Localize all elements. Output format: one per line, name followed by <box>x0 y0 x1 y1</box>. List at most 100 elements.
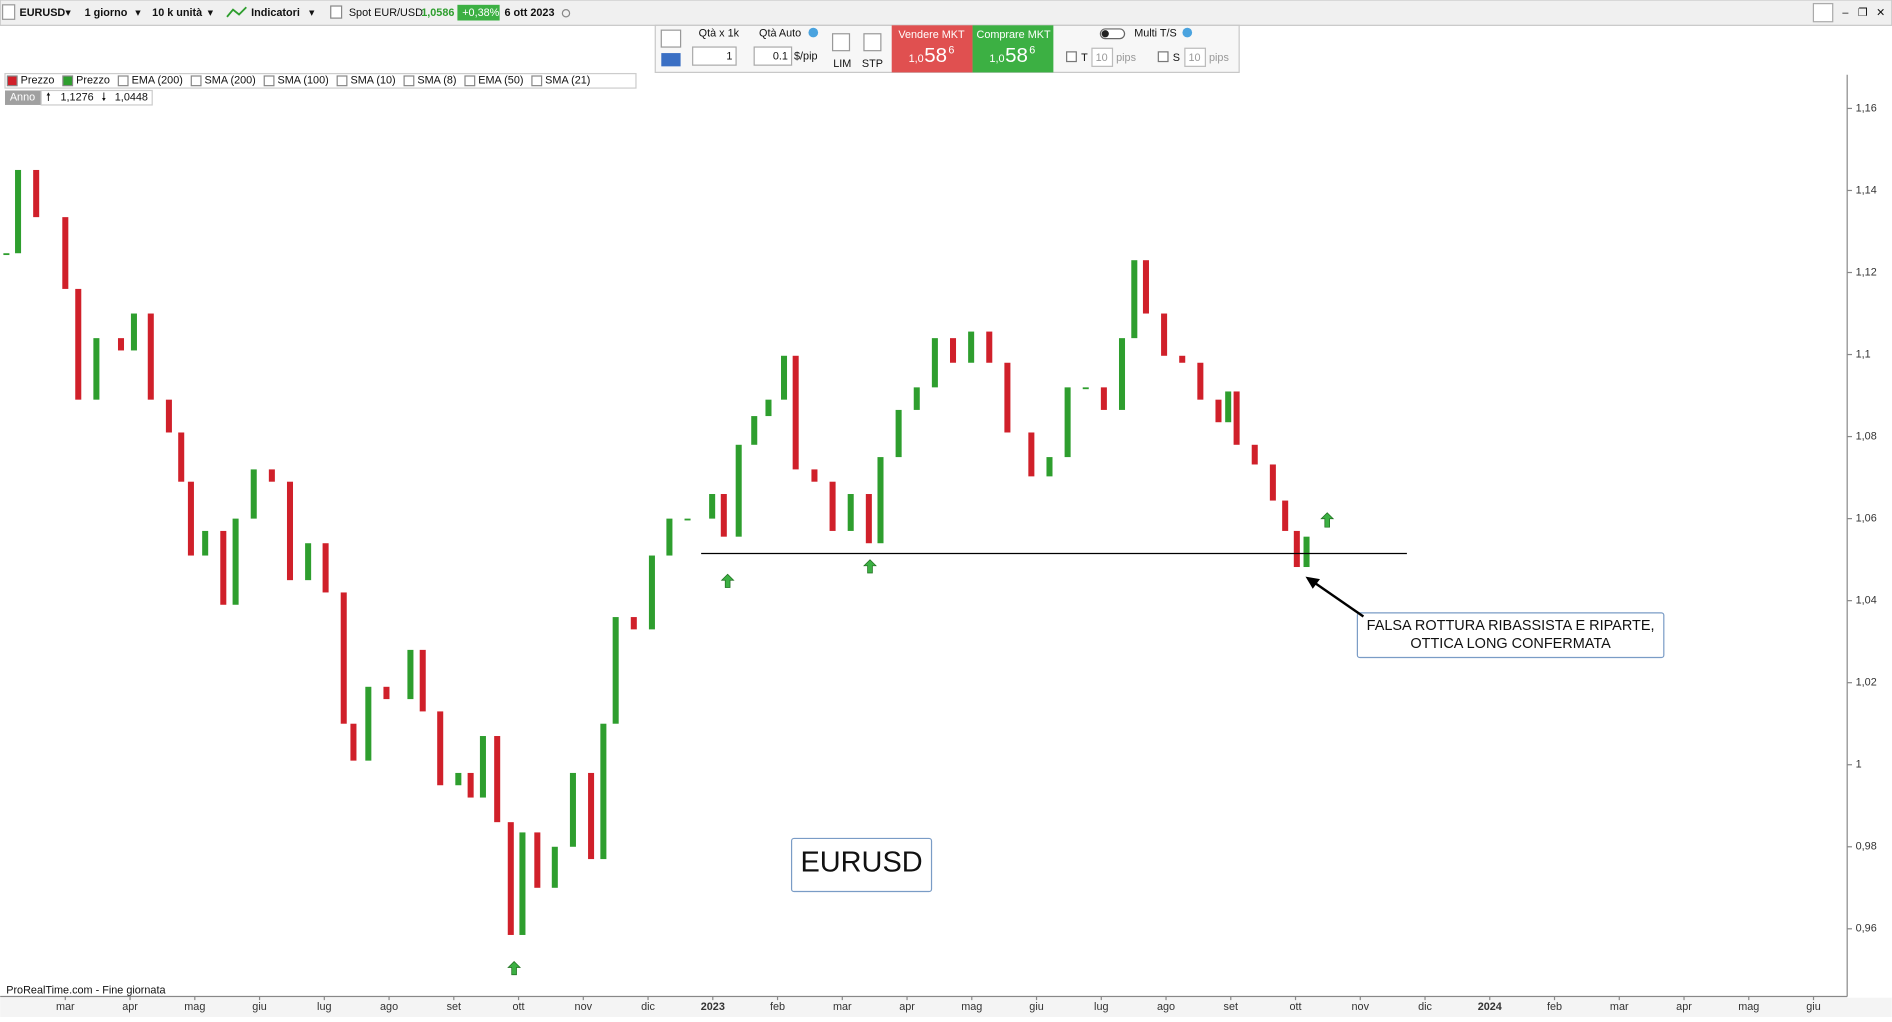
y-tick-label: 1 <box>1856 759 1862 771</box>
range-label: Anno <box>10 92 35 104</box>
candle <box>811 469 818 482</box>
t-unit: pips <box>1116 52 1136 64</box>
candle <box>62 217 69 289</box>
dropdown[interactable]: ▾ <box>135 7 141 19</box>
qty-input[interactable] <box>692 46 737 66</box>
candle <box>630 617 637 630</box>
candle <box>407 649 414 700</box>
arrow-head <box>1305 576 1320 589</box>
candle <box>1028 432 1035 477</box>
indicator: SMA (200) <box>205 75 256 87</box>
pip-value: 0.1 <box>773 51 788 63</box>
x-tick-label: dic <box>1418 1001 1432 1013</box>
dropdown[interactable]: ▾ <box>208 7 214 19</box>
s-input[interactable] <box>1184 47 1206 67</box>
tools-button[interactable] <box>660 29 682 48</box>
indicator-checkbox <box>190 75 202 87</box>
buy-prefix: 1,0 <box>989 53 1004 65</box>
annotation-arrow <box>1312 580 1365 618</box>
price: 1,0586 <box>421 7 454 19</box>
stp[interactable]: STP <box>862 58 883 70</box>
restore[interactable]: ❐ <box>1858 7 1868 19</box>
candle <box>551 846 558 888</box>
candle <box>931 338 938 388</box>
range-box <box>40 89 153 106</box>
y-tick-label: 1,16 <box>1856 102 1877 114</box>
buy-button[interactable] <box>972 25 1054 73</box>
t-input[interactable] <box>1091 47 1114 67</box>
range-down-arrow: 🠗 <box>102 92 107 104</box>
buy-sup: 6 <box>1029 45 1035 57</box>
y-tick-label: 1,06 <box>1856 512 1877 524</box>
keyboard-button[interactable] <box>661 53 681 67</box>
candle <box>130 313 137 351</box>
multi: Multi T/S <box>1134 28 1177 40</box>
candle <box>220 530 227 605</box>
x-tick-label: giu <box>252 1001 266 1013</box>
s-value: 10 <box>1188 52 1200 64</box>
signal-arrow <box>863 559 877 574</box>
candle <box>847 494 854 531</box>
help-icon[interactable] <box>1182 27 1193 38</box>
sync-button[interactable] <box>1812 3 1834 23</box>
indicator: Prezzo <box>76 75 110 87</box>
period[interactable]: 1 giorno <box>85 7 128 19</box>
x-tick-label: ott <box>513 1001 525 1013</box>
candle <box>1233 391 1240 445</box>
candle <box>765 399 772 417</box>
x-tick-label: mar <box>1610 1001 1629 1013</box>
candle <box>588 772 595 860</box>
units[interactable]: 10 k unità <box>152 7 203 19</box>
candle <box>1004 362 1011 433</box>
candle <box>322 543 329 593</box>
pip-input[interactable] <box>753 46 793 66</box>
sell-button[interactable] <box>891 25 973 73</box>
candle <box>735 444 742 537</box>
indicators[interactable]: Indicatori <box>251 7 300 19</box>
title-box <box>790 837 933 893</box>
candle <box>1303 536 1310 568</box>
buy-label: Comprare MKT <box>976 29 1050 41</box>
indicator-checkbox <box>336 75 348 87</box>
symbol[interactable]: EURUSD <box>19 7 65 19</box>
candle <box>286 481 294 581</box>
minimize[interactable]: – <box>1842 7 1849 19</box>
t-value: 10 <box>1096 52 1108 64</box>
candle <box>684 518 691 521</box>
range-low: 1,0448 <box>115 92 148 104</box>
close[interactable]: ✕ <box>1876 7 1885 19</box>
dropdown[interactable]: ▾ <box>309 7 315 19</box>
y-tick-label: 1,12 <box>1856 266 1877 278</box>
candle <box>1293 530 1300 568</box>
indicator-checkbox <box>117 75 129 87</box>
y-tick-label: 0,96 <box>1856 923 1877 935</box>
help-icon[interactable] <box>808 27 819 38</box>
signal-markers <box>507 512 1335 976</box>
candle <box>986 331 993 363</box>
candle <box>648 555 655 630</box>
x-tick-label: mag <box>184 1001 205 1013</box>
s-checkbox[interactable] <box>1157 51 1169 63</box>
dropdown[interactable]: ▾ <box>65 7 71 19</box>
change: +0,38% <box>462 7 499 19</box>
candle <box>268 469 275 482</box>
qty: 1 <box>726 51 732 63</box>
candle <box>33 169 40 218</box>
indicator-checkbox <box>263 75 275 87</box>
lim-icon[interactable] <box>831 33 851 52</box>
sell-label: Vendere MKT <box>898 29 965 41</box>
candle <box>949 338 957 363</box>
lim[interactable]: LIM <box>833 58 851 70</box>
candle <box>1118 338 1126 410</box>
info-icon[interactable] <box>330 5 343 19</box>
candle <box>467 772 474 798</box>
indicator: EMA (50) <box>478 75 523 87</box>
signal-arrow <box>1320 512 1335 528</box>
candle <box>751 416 758 445</box>
candle <box>666 518 673 556</box>
signal-arrow <box>720 573 735 588</box>
qty-auto[interactable]: Qtà Auto <box>759 28 801 40</box>
t-checkbox[interactable] <box>1066 51 1077 63</box>
range-up-arrow: 🠕 <box>46 92 51 104</box>
stp-icon[interactable] <box>863 33 882 52</box>
